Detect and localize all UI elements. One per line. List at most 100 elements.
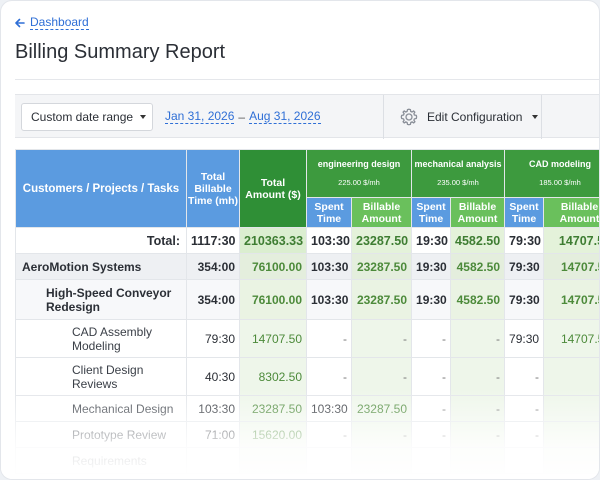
subheader-billable-amount[interactable]: Billable Amount: [450, 197, 506, 228]
cell-total-amount: 23287.50: [239, 395, 307, 422]
cell-spent-time: 19:30: [411, 253, 452, 280]
cell-billable-amount: 4582.50: [450, 227, 506, 254]
cell-billable-amount: -: [543, 357, 599, 396]
end-date-link[interactable]: Aug 31, 2026: [249, 109, 321, 124]
cell-billable-amount: 14707.50: [543, 279, 599, 320]
cell-spent-time: 19:30: [411, 227, 452, 254]
row-name: AeroMotion Systems: [15, 253, 187, 280]
row-name: Mechanical Design: [15, 395, 187, 422]
cell-billable-amount: -: [543, 421, 599, 448]
group-rate: 235.00 $/mh: [437, 178, 479, 187]
edit-configuration-label: Edit Configuration: [427, 110, 523, 124]
cell-total-amount: [239, 447, 307, 474]
table-row-task[interactable]: Mechanical Design 103:30 23287.50 103:30…: [15, 395, 599, 422]
cell-billable-time: [186, 447, 240, 474]
cell-billable-time: 79:30: [186, 319, 240, 358]
column-header-total-amount[interactable]: Total Amount ($): [239, 149, 307, 228]
column-header-name[interactable]: Customers / Projects / Tasks: [15, 149, 187, 228]
row-name: Prototype Review: [15, 421, 187, 448]
cell-billable-amount: [350, 447, 413, 474]
chevron-down-icon: [140, 115, 146, 119]
cell-spent-time: 79:30: [504, 253, 545, 280]
cell-billable-amount: -: [450, 395, 506, 422]
cell-spent-time: [504, 447, 545, 474]
table-row-task[interactable]: Client Design Reviews 40:30 8302.50 - - …: [15, 357, 599, 396]
group-rate: 185.00 $/mh: [539, 178, 581, 187]
cell-total-amount: 210363.33: [239, 227, 307, 254]
group-header-mechanical-analysis: mechanical analysis 235.00 $/mh: [411, 149, 506, 198]
cell-billable-amount: [450, 447, 506, 474]
cell-spent-time: [306, 447, 352, 474]
billing-summary-table: Customers / Projects / Tasks Total Billa…: [15, 149, 599, 474]
cell-billable-amount: -: [350, 421, 413, 448]
cell-spent-time: [411, 447, 452, 474]
cell-spent-time: 103:30: [306, 395, 352, 422]
cell-spent-time: -: [504, 357, 545, 396]
cell-spent-time: 103:30: [306, 253, 352, 280]
report-toolbar: Custom date range Jan 31, 2026 – Aug 31,…: [15, 94, 599, 139]
toolbar-divider: [541, 95, 542, 139]
cell-billable-amount: 23287.50: [350, 227, 413, 254]
table-row-task[interactable]: Prototype Review 71:00 15620.00 - - - - …: [15, 421, 599, 448]
title-divider: [15, 79, 599, 80]
chevron-down-icon: [532, 115, 539, 119]
cell-total-amount: 14707.50: [239, 319, 307, 358]
billing-table-container[interactable]: Customers / Projects / Tasks Total Billa…: [15, 149, 599, 479]
date-range-separator: –: [238, 110, 246, 124]
cell-total-amount: 76100.00: [239, 253, 307, 280]
subheader-spent-time[interactable]: Spent Time: [306, 197, 352, 228]
cell-spent-time: 19:30: [411, 279, 452, 320]
cell-billable-amount: 23287.50: [350, 253, 413, 280]
cell-billable-time: 354:00: [186, 253, 240, 280]
cell-spent-time: 103:30: [306, 227, 352, 254]
group-rate: 225.00 $/mh: [338, 178, 380, 187]
toolbar-divider: [383, 95, 384, 139]
cell-spent-time: -: [411, 395, 452, 422]
cell-spent-time: 79:30: [504, 279, 545, 320]
cell-spent-time: -: [411, 421, 452, 448]
cell-billable-time: 71:00: [186, 421, 240, 448]
table-row-project[interactable]: High-Speed Conveyor Redesign 354:00 7610…: [15, 279, 599, 320]
cell-billable-amount: 14707.50: [543, 227, 599, 254]
table-row-customer[interactable]: AeroMotion Systems 354:00 76100.00 103:3…: [15, 253, 599, 280]
group-header-engineering-design: engineering design 225.00 $/mh: [305, 149, 413, 198]
cell-spent-time: -: [411, 357, 452, 396]
cell-billable-amount: -: [450, 319, 506, 358]
date-range-select-value: Custom date range: [31, 110, 134, 124]
cell-billable-amount: -: [543, 395, 599, 422]
row-name: High-Speed Conveyor Redesign: [15, 279, 187, 320]
cell-billable-amount: 4582.50: [450, 253, 506, 280]
cell-spent-time: -: [504, 395, 545, 422]
cell-total-amount: 8302.50: [239, 357, 307, 396]
cell-total-amount: 76100.00: [239, 279, 307, 320]
edit-configuration-button[interactable]: Edit Configuration: [395, 103, 542, 131]
cell-billable-amount: -: [450, 421, 506, 448]
subheader-spent-time[interactable]: Spent Time: [411, 197, 452, 228]
table-row-task[interactable]: CAD Assembly Modeling 79:30 14707.50 - -…: [15, 319, 599, 358]
cell-billable-amount: -: [350, 357, 413, 396]
cell-spent-time: -: [504, 421, 545, 448]
column-header-billable-time[interactable]: Total Billable Time (mh): [186, 149, 240, 228]
subheader-billable-amount[interactable]: Billable Amount: [350, 197, 413, 228]
cell-billable-amount: 23287.50: [350, 279, 413, 320]
subheader-billable-amount[interactable]: Billable Amount: [543, 197, 599, 228]
start-date-link[interactable]: Jan 31, 2026: [165, 109, 235, 124]
gear-icon: [400, 108, 418, 126]
cell-spent-time: -: [306, 421, 352, 448]
cell-billable-amount: -: [350, 319, 413, 358]
cell-billable-time: 40:30: [186, 357, 240, 396]
back-link-label: Dashboard: [30, 15, 89, 30]
date-range-select[interactable]: Custom date range: [21, 103, 153, 131]
cell-billable-time: 354:00: [186, 279, 240, 320]
cell-billable-time: 103:30: [186, 395, 240, 422]
table-row-task[interactable]: Requirements: [15, 447, 599, 474]
cell-billable-amount: 14707.50: [543, 319, 599, 358]
cell-total-amount: 15620.00: [239, 421, 307, 448]
back-to-dashboard-link[interactable]: Dashboard: [15, 15, 89, 30]
row-name: CAD Assembly Modeling: [15, 319, 187, 358]
cell-spent-time: -: [306, 319, 352, 358]
cell-spent-time: -: [411, 319, 452, 358]
row-name: Requirements: [15, 447, 187, 474]
group-header-cad-modeling: CAD modeling 185.00 $/mh: [504, 149, 599, 198]
subheader-spent-time[interactable]: Spent Time: [504, 197, 545, 228]
